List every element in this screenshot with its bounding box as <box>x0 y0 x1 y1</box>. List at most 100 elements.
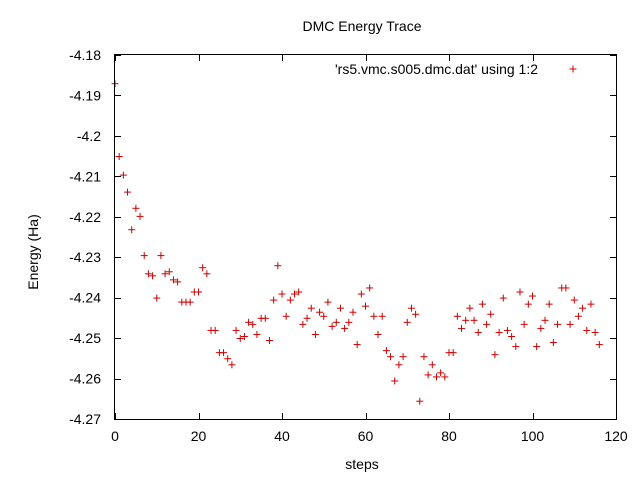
x-tick-label: 0 <box>111 428 119 444</box>
chart-title: DMC Energy Trace <box>302 18 421 34</box>
y-tick-label: -4.2 <box>77 128 101 144</box>
data-point <box>140 252 148 260</box>
data-point <box>474 328 482 336</box>
plot-frame <box>114 54 617 420</box>
data-point <box>228 361 236 369</box>
y-tick-label: -4.23 <box>69 249 101 265</box>
data-point <box>278 290 286 298</box>
data-point <box>132 204 140 212</box>
x-tick-label: 60 <box>358 428 374 444</box>
data-point <box>174 278 182 286</box>
legend: 'rs5.vmc.s005.dmc.dat' using 1:2 <box>335 61 577 77</box>
data-point <box>320 312 328 320</box>
x-tick-label: 20 <box>191 428 207 444</box>
x-tick-label: 120 <box>604 428 628 444</box>
data-point <box>579 304 587 312</box>
data-point <box>524 300 532 308</box>
data-point <box>341 324 349 332</box>
data-point <box>512 343 520 351</box>
data-point <box>224 355 232 363</box>
data-point <box>357 290 365 298</box>
data-point <box>595 341 603 349</box>
data-point <box>516 288 524 296</box>
axis-ticks: 0 20 40 60 80 100 120 -4.27 -4.26 -4.25 -4.24 -4.23… <box>69 47 628 444</box>
data-point <box>508 332 516 340</box>
data-point <box>382 347 390 355</box>
y-axis-label: Energy (Ha) <box>25 214 41 289</box>
data-point <box>487 310 495 318</box>
data-point <box>353 341 361 349</box>
legend-marker-plus <box>569 65 577 73</box>
data-point <box>478 300 486 308</box>
x-tick-label: 80 <box>441 428 457 444</box>
data-point <box>291 290 299 298</box>
data-point <box>562 284 570 292</box>
data-point <box>307 304 315 312</box>
legend-marker <box>569 65 577 73</box>
data-point <box>458 324 466 332</box>
data-point <box>203 270 211 278</box>
data-point <box>328 322 336 330</box>
data-point <box>399 353 407 361</box>
data-point <box>362 302 369 310</box>
x-tick-label: 40 <box>274 428 290 444</box>
data-point <box>374 330 382 338</box>
y-tick-label: -4.18 <box>69 47 101 63</box>
data-point <box>529 292 536 300</box>
data-point <box>270 296 278 304</box>
legend-label: 'rs5.vmc.s005.dmc.dat' using 1:2 <box>335 61 538 77</box>
data-point <box>395 361 403 369</box>
data-point <box>533 343 541 351</box>
data-point <box>153 294 161 302</box>
data-point <box>428 361 436 369</box>
y-tick-label: -4.25 <box>69 330 101 346</box>
data-point <box>265 337 273 345</box>
y-tick-label: -4.27 <box>69 411 101 427</box>
data-point <box>199 264 207 272</box>
data-point <box>545 300 553 308</box>
data-point <box>520 320 528 328</box>
data-point <box>211 326 219 334</box>
data-point <box>157 252 165 260</box>
data-point <box>587 300 595 308</box>
data-point <box>169 276 177 284</box>
data-points <box>111 80 603 405</box>
data-point <box>554 320 562 328</box>
data-point <box>566 320 574 328</box>
data-point <box>491 351 499 359</box>
data-point <box>537 324 545 332</box>
x-axis-label: steps <box>345 456 378 472</box>
data-point <box>466 304 474 312</box>
data-point <box>240 332 248 340</box>
x-tick-label: 100 <box>521 428 545 444</box>
data-point <box>391 377 399 385</box>
data-point <box>583 326 591 334</box>
data-point <box>311 330 319 338</box>
data-point <box>144 270 152 278</box>
data-point <box>483 320 491 328</box>
data-point <box>345 318 353 326</box>
data-point <box>412 310 420 318</box>
data-point <box>416 397 424 405</box>
data-point <box>253 330 261 338</box>
data-point <box>324 298 332 306</box>
data-point <box>115 153 123 161</box>
data-point <box>128 226 136 234</box>
data-point <box>303 314 311 322</box>
data-point <box>295 288 303 296</box>
data-point <box>570 296 578 304</box>
data-point <box>186 298 194 306</box>
y-tick-label: -4.21 <box>69 168 101 184</box>
data-point <box>282 312 290 320</box>
data-point <box>462 316 470 324</box>
data-point <box>437 369 445 377</box>
data-point <box>420 353 428 361</box>
data-point <box>124 188 132 196</box>
data-point <box>349 308 357 316</box>
data-point <box>470 316 478 324</box>
data-point <box>161 270 169 278</box>
data-point <box>165 268 173 276</box>
data-point <box>387 353 395 361</box>
data-point <box>541 316 549 324</box>
data-point <box>332 318 340 326</box>
